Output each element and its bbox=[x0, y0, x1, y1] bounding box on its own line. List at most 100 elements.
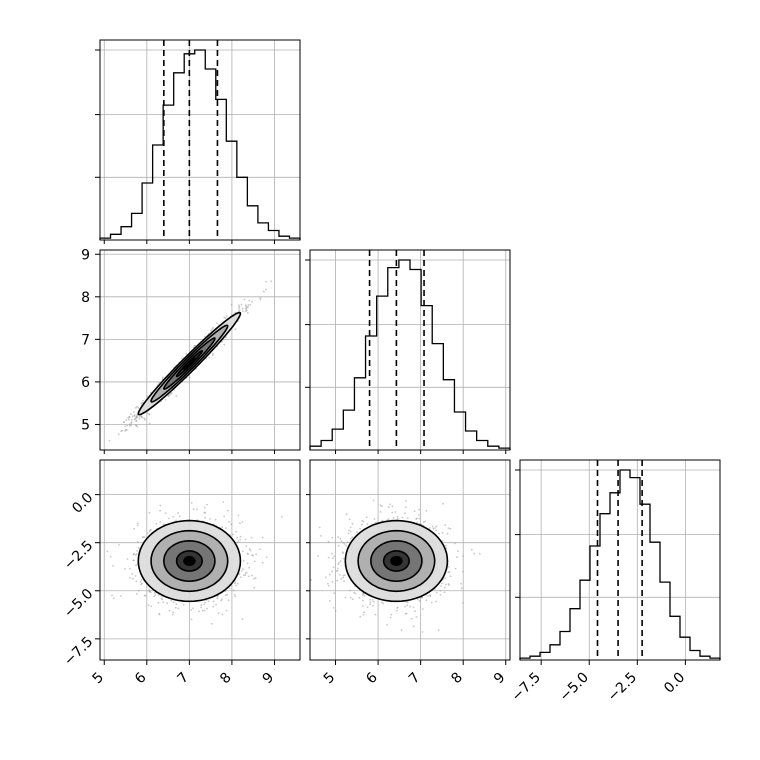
scatter-point bbox=[418, 522, 421, 525]
scatter-point bbox=[232, 533, 235, 536]
scatter-point bbox=[369, 603, 372, 606]
scatter-point bbox=[255, 553, 257, 556]
scatter-point bbox=[343, 580, 345, 583]
scatter-point bbox=[373, 518, 376, 520]
scatter-point bbox=[242, 559, 245, 562]
scatter-point bbox=[434, 527, 437, 529]
scatter-point bbox=[120, 595, 122, 597]
scatter-point bbox=[238, 305, 241, 308]
scatter-point bbox=[462, 555, 465, 558]
scatter-point bbox=[118, 544, 120, 546]
scatter-point bbox=[134, 406, 137, 409]
scatter-point bbox=[135, 420, 138, 423]
scatter-point bbox=[324, 576, 327, 579]
scatter-point bbox=[239, 539, 242, 541]
scatter-point bbox=[454, 567, 457, 570]
scatter-point bbox=[159, 521, 162, 523]
scatter-point bbox=[359, 527, 361, 530]
scatter-point bbox=[253, 560, 256, 563]
scatter-point bbox=[149, 590, 151, 593]
scatter-point bbox=[147, 532, 149, 534]
scatter-point bbox=[137, 407, 140, 409]
scatter-point bbox=[230, 523, 233, 526]
scatter-point bbox=[204, 516, 207, 519]
scatter-point bbox=[443, 586, 446, 589]
scatter-point bbox=[449, 575, 452, 578]
scatter-point bbox=[230, 303, 233, 306]
scatter-point bbox=[169, 393, 172, 396]
scatter-point bbox=[400, 629, 403, 632]
scatter-point bbox=[241, 307, 244, 310]
scatter-point bbox=[345, 544, 348, 547]
scatter-point bbox=[369, 601, 372, 603]
scatter-point bbox=[135, 580, 138, 583]
scatter-point bbox=[259, 297, 262, 299]
scatter-point bbox=[261, 536, 264, 539]
scatter-point bbox=[245, 308, 247, 311]
scatter-point bbox=[460, 582, 462, 585]
scatter-panel-1 bbox=[99, 459, 301, 661]
scatter-point bbox=[120, 430, 123, 432]
scatter-point bbox=[227, 599, 230, 602]
histogram-step-2 bbox=[519, 469, 721, 660]
scatter-point bbox=[417, 598, 419, 601]
scatter-point bbox=[303, 590, 305, 592]
x-tick-label: 5 bbox=[321, 670, 339, 688]
scatter-point bbox=[247, 304, 250, 306]
x-tick-label: 9 bbox=[260, 670, 278, 688]
scatter-point bbox=[128, 424, 131, 427]
scatter-point bbox=[424, 520, 427, 523]
scatter-point bbox=[456, 556, 458, 559]
scatter-point bbox=[106, 454, 108, 456]
scatter-point bbox=[331, 552, 333, 555]
scatter-point bbox=[317, 555, 319, 557]
scatter-point bbox=[240, 303, 243, 306]
scatter-point bbox=[331, 557, 334, 560]
scatter-point bbox=[198, 610, 201, 613]
scatter-point bbox=[349, 530, 352, 533]
scatter-point bbox=[327, 556, 330, 559]
scatter-point bbox=[362, 592, 364, 595]
scatter-point bbox=[425, 599, 428, 602]
scatter-point bbox=[440, 585, 442, 587]
scatter-point bbox=[460, 587, 463, 590]
scatter-point bbox=[328, 600, 331, 602]
scatter-point bbox=[389, 503, 392, 506]
scatter-point bbox=[348, 529, 350, 532]
scatter-point bbox=[109, 555, 112, 558]
scatter-point bbox=[478, 553, 481, 555]
scatter-point bbox=[405, 500, 407, 502]
scatter-point bbox=[146, 412, 149, 415]
scatter-point bbox=[372, 605, 374, 607]
scatter-point bbox=[138, 415, 141, 418]
scatter-point bbox=[375, 521, 377, 524]
scatter-point bbox=[224, 594, 227, 597]
scatter-point bbox=[206, 607, 208, 610]
scatter-point bbox=[244, 574, 247, 576]
scatter-point bbox=[253, 586, 256, 589]
scatter-point bbox=[406, 601, 409, 604]
scatter-point bbox=[243, 298, 246, 301]
scatter-point bbox=[217, 612, 220, 615]
scatter-point bbox=[192, 508, 195, 510]
scatter-point bbox=[158, 381, 161, 384]
scatter-point bbox=[337, 536, 339, 539]
scatter-point bbox=[212, 352, 214, 355]
scatter-point bbox=[241, 550, 244, 552]
y-tick-label: −7.5 bbox=[61, 634, 96, 669]
scatter-point bbox=[133, 414, 136, 416]
scatter-point bbox=[140, 402, 143, 404]
scatter-point bbox=[443, 591, 446, 594]
scatter-point bbox=[157, 601, 160, 604]
scatter-point bbox=[136, 524, 139, 527]
scatter-point bbox=[148, 511, 151, 514]
scatter-inner-2 bbox=[303, 499, 481, 633]
scatter-point bbox=[379, 511, 382, 513]
scatter-point bbox=[327, 582, 329, 585]
scatter-point bbox=[270, 280, 273, 283]
scatter-point bbox=[332, 607, 335, 609]
scatter-point bbox=[361, 523, 363, 526]
scatter-point bbox=[362, 613, 365, 616]
scatter-point bbox=[319, 535, 322, 537]
scatter-point bbox=[445, 583, 447, 586]
